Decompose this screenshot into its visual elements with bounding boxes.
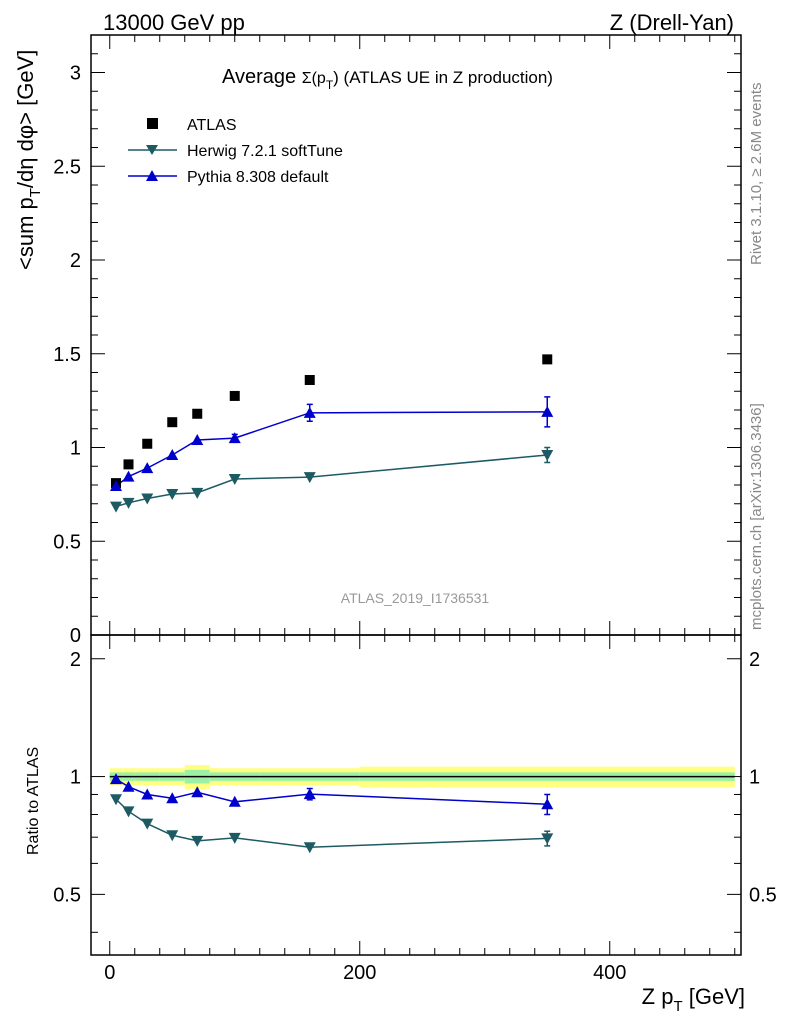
main-y-tick-label: 2 bbox=[70, 250, 81, 272]
ratio-y-axis-label: Ratio to ATLAS bbox=[25, 747, 42, 855]
ratio-data-point bbox=[141, 818, 154, 830]
data-point bbox=[541, 405, 554, 417]
main-y-tick-label: 1.5 bbox=[53, 344, 81, 366]
ratio-data-point bbox=[228, 832, 241, 844]
legend-label-herwig: Herwig 7.2.1 softTune bbox=[187, 143, 343, 160]
header-left-label: 13000 GeV pp bbox=[103, 10, 245, 35]
x-tick-label: 400 bbox=[593, 962, 626, 984]
data-point bbox=[166, 449, 179, 460]
main-y-tick-label: 3 bbox=[70, 63, 81, 85]
main-axes: 0 0.5 1 1.5 2 2.5 3 bbox=[53, 35, 741, 647]
data-point bbox=[304, 375, 315, 385]
x-axis-label: Z pT [GeV] bbox=[642, 984, 745, 1015]
data-point bbox=[167, 417, 178, 428]
series-line-1 bbox=[115, 454, 548, 508]
ratio-data-point bbox=[110, 794, 122, 806]
main-y-tick-label: 0.5 bbox=[53, 531, 81, 553]
ratio-data-point bbox=[191, 835, 204, 847]
ratio-data-point bbox=[141, 788, 154, 800]
ratio-data-point bbox=[228, 795, 241, 807]
ratio-data-point bbox=[541, 798, 554, 810]
main-marks bbox=[110, 354, 554, 513]
ratio-y-tick-label: 1 bbox=[70, 767, 81, 789]
ratio-data-point bbox=[122, 806, 135, 818]
data-point bbox=[166, 489, 179, 500]
data-point bbox=[303, 472, 316, 484]
data-point bbox=[123, 459, 134, 470]
main-y-tick-label: 2.5 bbox=[53, 156, 81, 178]
ratio-axes: 0.5 0.5 1 1 2 2 0 200 400 bbox=[53, 635, 777, 984]
ratio-reference-band bbox=[109, 765, 735, 789]
ratio-data-point bbox=[303, 842, 316, 854]
data-point bbox=[542, 354, 553, 365]
legend-label-pythia: Pythia 8.308 default bbox=[187, 169, 329, 186]
ratio-data-point bbox=[166, 792, 179, 804]
ratio-y-tick-label: 0.5 bbox=[53, 884, 81, 906]
ratio-marks bbox=[110, 773, 554, 854]
data-point bbox=[229, 390, 240, 401]
mcplots-label: mcplots.cern.ch [arXiv:1306.3436] bbox=[748, 403, 765, 630]
ratio-y-tick-label-right: 2 bbox=[749, 649, 760, 671]
ratio-data-point bbox=[166, 830, 179, 842]
legend-marker-herwig bbox=[146, 145, 158, 155]
x-tick-label: 0 bbox=[104, 962, 115, 984]
analysis-watermark: ATLAS_2019_I1736531 bbox=[341, 590, 490, 606]
header-right-label: Z (Drell-Yan) bbox=[610, 10, 734, 35]
data-point bbox=[228, 474, 241, 485]
ratio-data-point bbox=[122, 780, 135, 792]
data-point bbox=[141, 493, 154, 505]
data-point bbox=[110, 501, 122, 513]
legend: ATLAS Herwig 7.2.1 softTune Pythia 8.308… bbox=[128, 117, 343, 186]
data-point bbox=[303, 406, 316, 418]
ratio-y-tick-label: 2 bbox=[70, 649, 81, 671]
ratio-data-point bbox=[303, 788, 316, 800]
legend-marker-atlas bbox=[147, 118, 158, 129]
main-y-tick-label: 0 bbox=[70, 625, 81, 647]
x-tick-label: 200 bbox=[343, 962, 376, 984]
rivet-label: Rivet 3.1.10, ≥ 2.6M events bbox=[748, 83, 765, 266]
data-point bbox=[541, 450, 554, 461]
data-point bbox=[110, 479, 122, 491]
data-point bbox=[228, 432, 241, 444]
legend-marker-pythia bbox=[146, 170, 158, 181]
ratio-y-tick-label-right: 1 bbox=[749, 767, 760, 789]
data-point bbox=[192, 408, 203, 419]
main-plot-title: Average Σ(pT) (ATLAS UE in Z production) bbox=[222, 66, 553, 92]
data-point bbox=[142, 438, 153, 449]
ratio-series-line bbox=[115, 798, 548, 848]
ratio-y-tick-label-right: 0.5 bbox=[749, 884, 777, 906]
ratio-data-point bbox=[110, 773, 122, 785]
data-point bbox=[141, 462, 154, 474]
data-point bbox=[122, 497, 135, 509]
ratio-data-point bbox=[191, 786, 204, 798]
data-point bbox=[191, 487, 204, 499]
legend-label-atlas: ATLAS bbox=[187, 117, 237, 134]
main-y-axis-label: <sum pT/dη dφ> [GeV] bbox=[13, 50, 44, 270]
ratio-data-point bbox=[541, 833, 554, 845]
ratio-plot-frame bbox=[90, 634, 742, 956]
series-line-2 bbox=[115, 411, 548, 487]
data-point bbox=[122, 470, 135, 482]
main-y-tick-label: 1 bbox=[70, 438, 81, 460]
data-point bbox=[191, 434, 204, 445]
